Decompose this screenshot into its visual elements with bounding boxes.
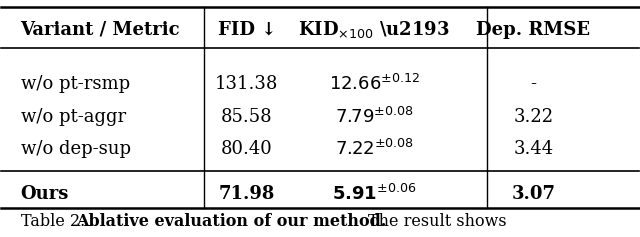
Text: $\mathbf{5.91}^{±0.06}$: $\mathbf{5.91}^{±0.06}$: [332, 184, 417, 204]
Text: w/o dep-sup: w/o dep-sup: [20, 140, 131, 158]
Text: Ablative evaluation of our method.: Ablative evaluation of our method.: [77, 213, 387, 230]
Text: KID$_{\times 100}$ \u2193: KID$_{\times 100}$ \u2193: [298, 19, 450, 41]
Text: Ours: Ours: [20, 185, 69, 203]
Text: $12.66^{±0.12}$: $12.66^{±0.12}$: [328, 74, 420, 94]
Text: 80.40: 80.40: [221, 140, 273, 158]
Text: FID ↓: FID ↓: [218, 21, 276, 39]
Text: w/o pt-rsmp: w/o pt-rsmp: [20, 75, 130, 93]
Text: Variant / Metric: Variant / Metric: [20, 21, 180, 39]
Text: 3.07: 3.07: [511, 185, 556, 203]
Text: $7.22^{±0.08}$: $7.22^{±0.08}$: [335, 139, 413, 160]
Text: The result shows: The result shows: [360, 213, 506, 230]
Text: w/o pt-aggr: w/o pt-aggr: [20, 108, 125, 126]
Text: -: -: [531, 75, 536, 93]
Text: $7.79^{±0.08}$: $7.79^{±0.08}$: [335, 107, 413, 127]
Text: 3.22: 3.22: [513, 108, 554, 126]
Text: Table 2.: Table 2.: [20, 213, 98, 230]
Text: Dep. RMSE: Dep. RMSE: [476, 21, 591, 39]
Text: 71.98: 71.98: [218, 185, 275, 203]
Text: 3.44: 3.44: [513, 140, 554, 158]
Text: 85.58: 85.58: [221, 108, 273, 126]
Text: 131.38: 131.38: [215, 75, 278, 93]
